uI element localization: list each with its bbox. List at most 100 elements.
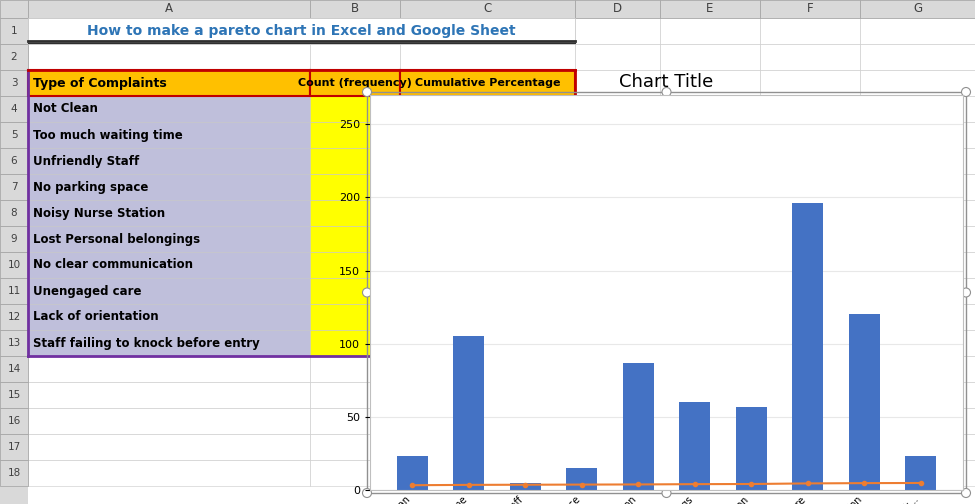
Bar <box>660 434 760 460</box>
Bar <box>28 408 310 434</box>
Circle shape <box>363 288 371 297</box>
Bar <box>0 382 28 408</box>
Bar <box>310 408 400 434</box>
Bar <box>28 226 310 252</box>
Bar <box>28 226 310 252</box>
Bar <box>760 304 860 330</box>
Bar <box>28 0 310 18</box>
Bar <box>310 70 400 96</box>
Bar <box>0 44 28 70</box>
Bar <box>310 330 400 356</box>
Bar <box>28 44 310 70</box>
Bar <box>310 304 400 330</box>
Bar <box>400 278 575 304</box>
Bar <box>310 96 400 122</box>
Text: How to make a pareto chart in Excel and Google Sheet: How to make a pareto chart in Excel and … <box>87 24 516 38</box>
Text: 23: 23 <box>380 102 395 115</box>
Bar <box>28 174 310 200</box>
Bar <box>660 200 760 226</box>
Text: 4: 4 <box>11 104 18 114</box>
Bar <box>310 122 400 148</box>
Text: 12: 12 <box>8 312 20 322</box>
Bar <box>310 252 400 278</box>
Text: 1: 1 <box>11 26 18 36</box>
Circle shape <box>961 488 970 497</box>
Text: 15: 15 <box>8 390 20 400</box>
Bar <box>760 460 860 486</box>
Text: Lack of orientation: Lack of orientation <box>33 310 159 324</box>
Bar <box>28 304 310 330</box>
Bar <box>860 226 975 252</box>
Bar <box>760 148 860 174</box>
Bar <box>660 382 760 408</box>
Text: Lost Personal belongings: Lost Personal belongings <box>33 232 200 245</box>
Bar <box>310 382 400 408</box>
Bar <box>575 18 660 44</box>
Bar <box>400 304 575 330</box>
Bar <box>400 278 575 304</box>
Bar <box>400 330 575 356</box>
Bar <box>0 460 28 486</box>
Bar <box>660 148 760 174</box>
Bar <box>28 174 310 200</box>
Bar <box>848 314 879 490</box>
Bar <box>0 18 28 44</box>
Bar <box>860 148 975 174</box>
Bar <box>623 363 654 490</box>
Bar <box>400 148 575 174</box>
Bar <box>760 200 860 226</box>
Text: Cumulative Percentage: Cumulative Percentage <box>414 78 561 88</box>
Bar <box>0 18 28 504</box>
Bar <box>860 434 975 460</box>
Text: Type of Complaints: Type of Complaints <box>33 77 167 90</box>
Bar <box>575 434 660 460</box>
Bar <box>0 226 28 252</box>
Text: F: F <box>806 3 813 16</box>
Bar <box>310 0 400 18</box>
Bar <box>28 70 310 96</box>
Bar <box>28 434 310 460</box>
Bar <box>400 330 575 356</box>
Text: 2: 2 <box>11 52 18 62</box>
Bar <box>310 44 400 70</box>
Text: 9: 9 <box>11 234 18 244</box>
Bar <box>28 70 310 96</box>
Bar <box>400 252 575 278</box>
Title: Chart Title: Chart Title <box>619 73 714 91</box>
Bar <box>310 434 400 460</box>
Bar <box>760 122 860 148</box>
Bar <box>575 226 660 252</box>
Bar <box>760 70 860 96</box>
Text: Too much waiting time: Too much waiting time <box>33 129 182 142</box>
Bar <box>575 330 660 356</box>
Bar <box>0 252 28 278</box>
Bar <box>310 278 400 304</box>
Bar <box>400 252 575 278</box>
Bar <box>310 96 400 122</box>
Bar <box>0 122 28 148</box>
Text: B: B <box>351 3 359 16</box>
Bar <box>400 18 575 44</box>
Bar <box>860 44 975 70</box>
Bar <box>575 278 660 304</box>
Bar <box>453 336 485 490</box>
Bar <box>575 356 660 382</box>
Bar <box>760 96 860 122</box>
Bar <box>760 226 860 252</box>
Bar <box>680 402 710 490</box>
Bar <box>760 434 860 460</box>
Bar <box>310 226 400 252</box>
Bar <box>575 460 660 486</box>
Bar <box>792 203 823 490</box>
Bar <box>310 200 400 226</box>
Text: Unfriendly Staff: Unfriendly Staff <box>33 155 139 167</box>
Text: No clear communication: No clear communication <box>33 259 193 272</box>
Bar <box>660 356 760 382</box>
Text: 8: 8 <box>11 208 18 218</box>
Text: No parking space: No parking space <box>33 180 148 194</box>
Bar <box>400 174 575 200</box>
Bar <box>0 174 28 200</box>
Bar <box>575 0 660 18</box>
Bar <box>28 356 310 382</box>
Bar <box>860 330 975 356</box>
